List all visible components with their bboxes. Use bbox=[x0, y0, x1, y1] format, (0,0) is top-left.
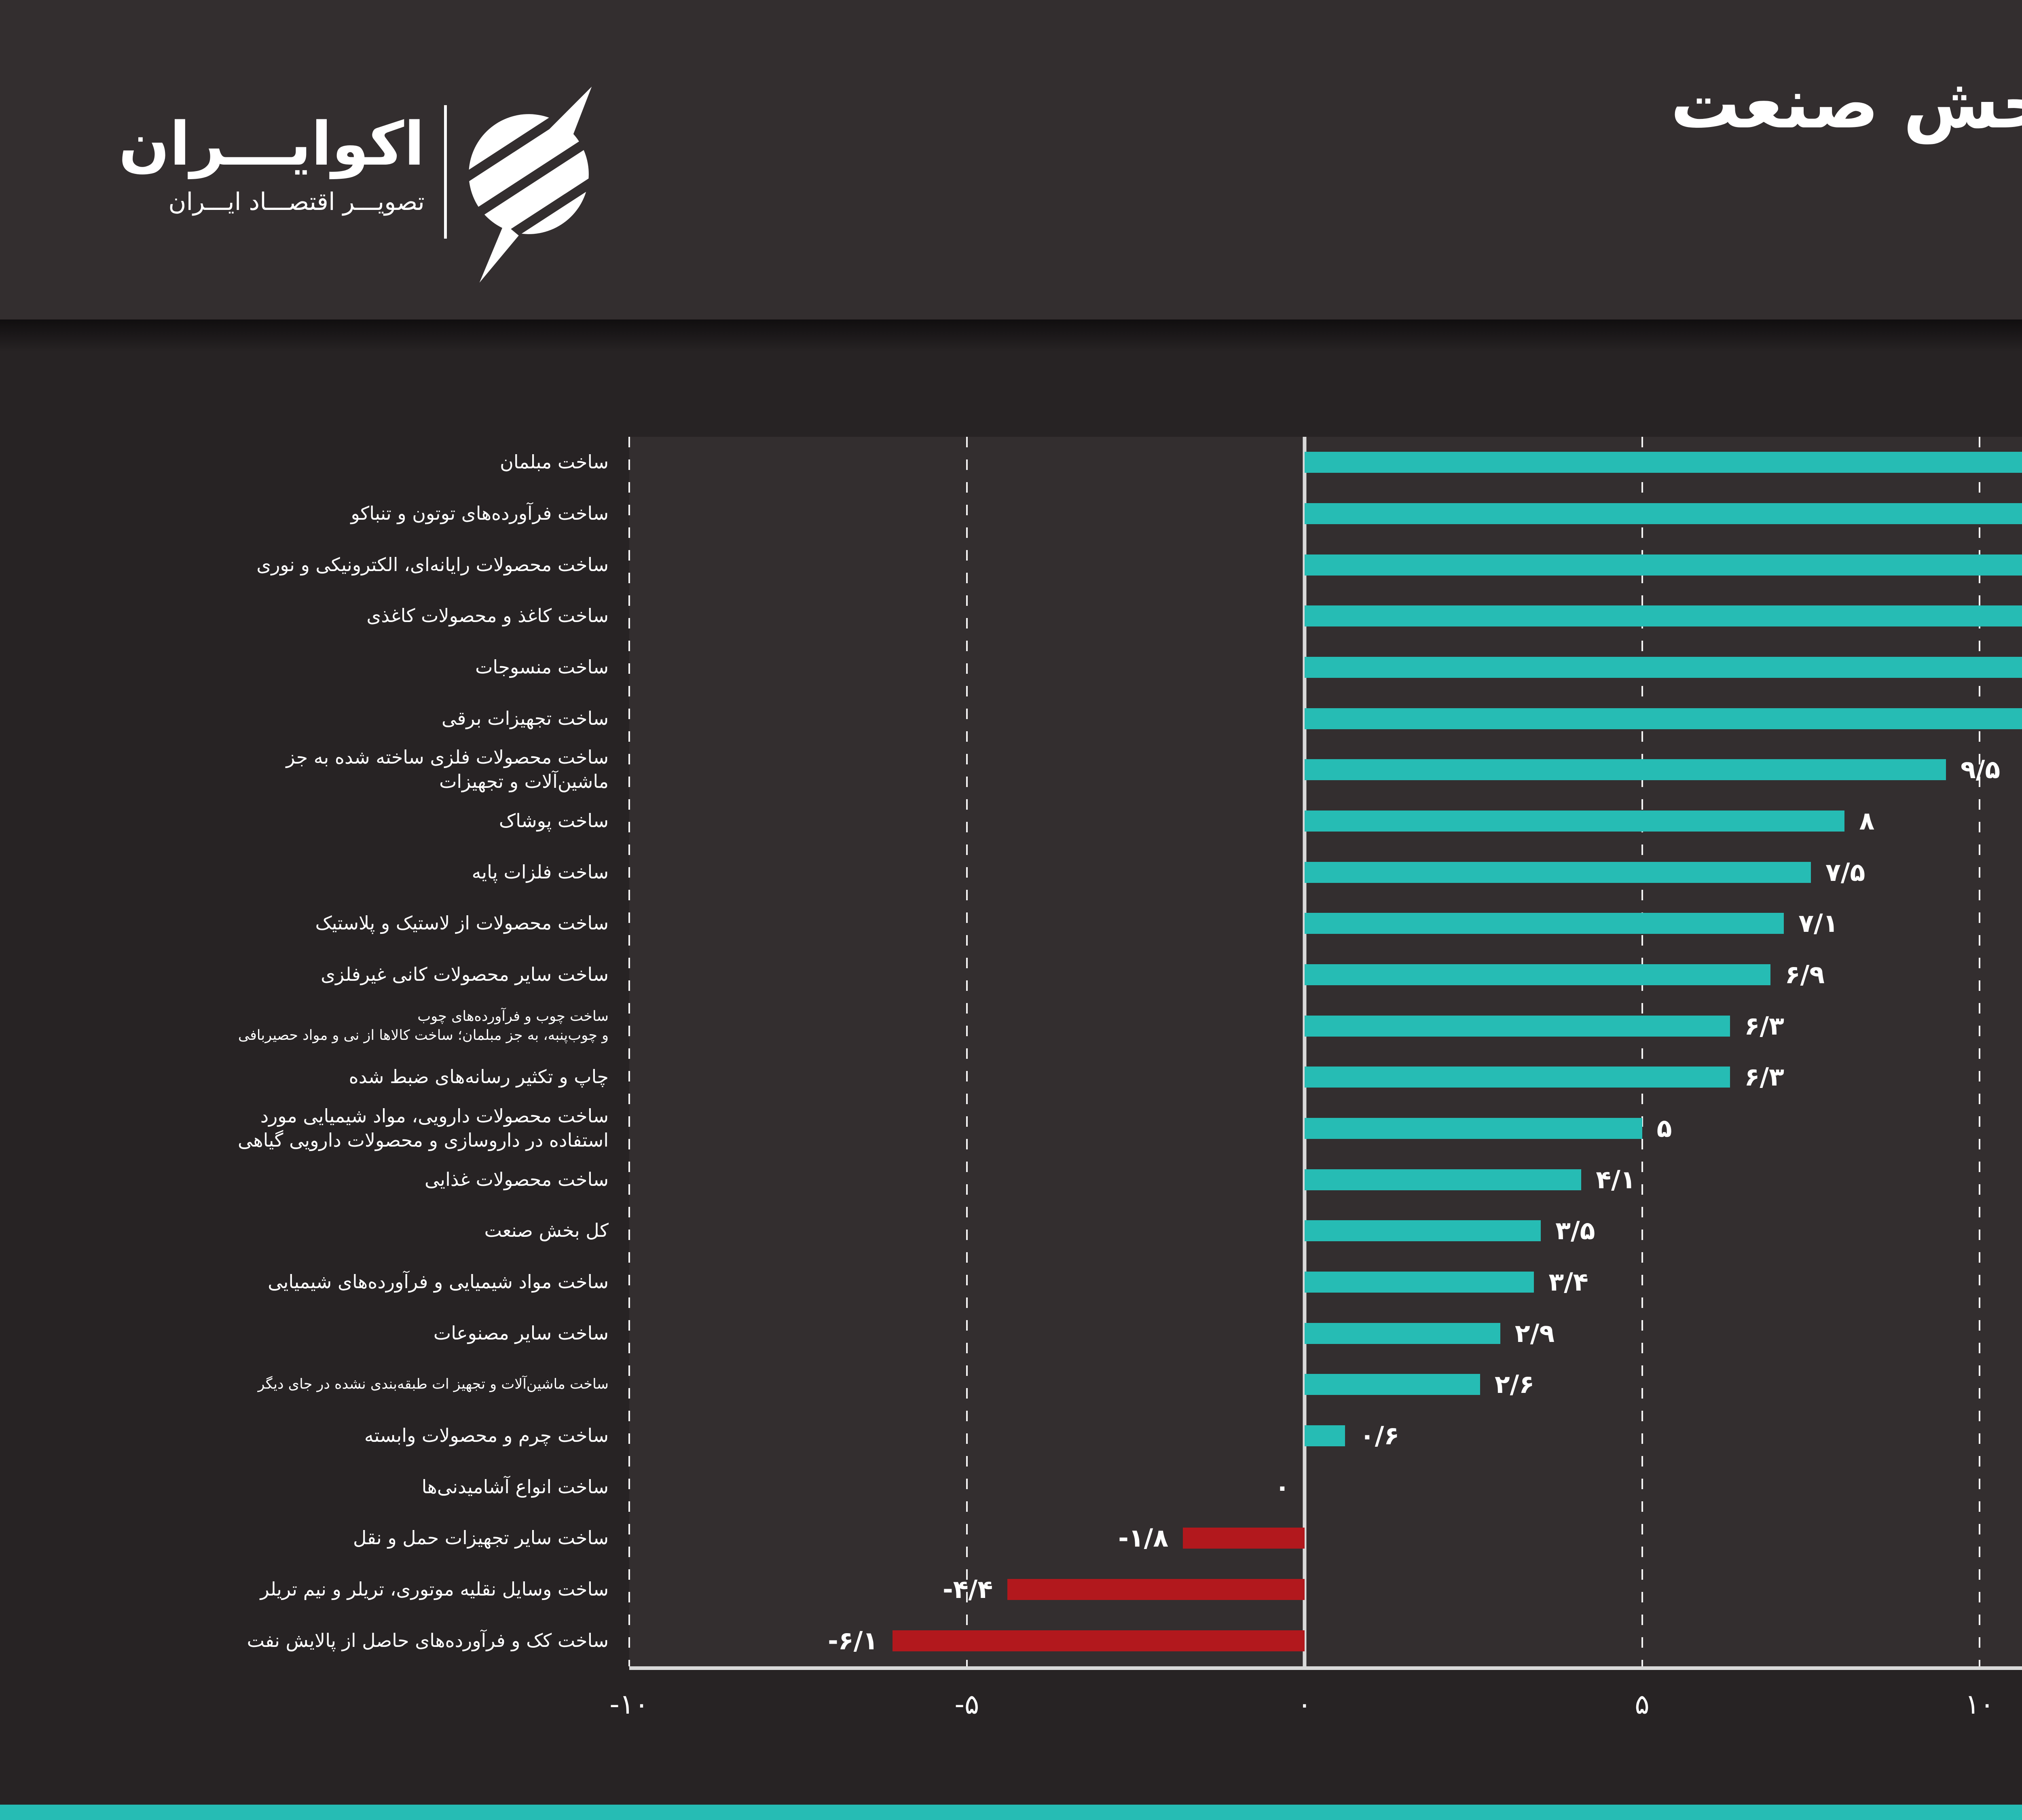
bottom-accent-strip bbox=[0, 1805, 2022, 1820]
category-label: چاپ و تکثیر رسانه‌های ضبط شده bbox=[349, 1066, 609, 1088]
category-label: ساخت کاغذ و محصولات کاغذی bbox=[366, 605, 609, 627]
x-tick-label: -۵ bbox=[954, 1689, 979, 1721]
gridline bbox=[1641, 437, 1643, 1666]
ecoiran-emblem-icon bbox=[446, 87, 612, 283]
bar-value-label: -۱/۸ bbox=[1118, 1523, 1169, 1553]
x-tick-label: ۰ bbox=[1297, 1689, 1312, 1721]
category-label: ساخت سایر مصنوعات bbox=[433, 1322, 609, 1344]
gridline bbox=[1979, 437, 1981, 1666]
chart-title-line1: تغییرات تورم تولیدکننده فصلی بخش صنعت bbox=[1670, 63, 2022, 144]
bar-value-label: -۶/۱ bbox=[828, 1625, 878, 1655]
bar bbox=[1304, 1272, 1534, 1293]
category-label: ساخت محصولات رایانه‌ای، الکترونیکی و نور… bbox=[256, 553, 609, 576]
category-labels-column: ساخت مبلمان ساخت فرآورده‌های توتون و تنبا… bbox=[49, 437, 609, 1666]
brand-text: اکوایـــران تصویـــر اقتصـــاد ایـــران bbox=[117, 108, 425, 216]
category-label: ساخت کک و فرآورده‌های حاصل از پالایش نفت bbox=[247, 1629, 609, 1651]
bar bbox=[1304, 708, 2022, 729]
bar bbox=[1304, 1220, 1541, 1242]
gridline bbox=[966, 437, 968, 1666]
bar-value-label: ۴/۱ bbox=[1596, 1164, 1636, 1194]
chart-title-line2: نسبت به تابستان ۱۴۰۴(درصد) bbox=[1671, 159, 2022, 269]
bar bbox=[1304, 1425, 1345, 1446]
category-label: ساخت مواد شیمیایی و فرآورده‌های شیمیایی bbox=[268, 1271, 609, 1293]
category-label: ساخت محصولات فلزی ساخته شده به جز ماشین‌… bbox=[286, 746, 609, 793]
bar bbox=[1304, 503, 2022, 524]
bar bbox=[1304, 913, 1784, 934]
bars-layer bbox=[629, 437, 2022, 1666]
bar-value-label: ۰/۶ bbox=[1359, 1421, 1400, 1450]
category-label: کل بخش صنعت bbox=[484, 1219, 609, 1242]
bar-value-label: ۷/۱ bbox=[1798, 908, 1838, 938]
bar bbox=[1304, 861, 1811, 883]
category-label: ساخت محصولات دارویی، مواد شیمیایی مورد ا… bbox=[238, 1105, 609, 1151]
category-label: ساخت سایر تجهیزات حمل و نقل bbox=[353, 1527, 609, 1549]
bar bbox=[893, 1630, 1305, 1651]
plot-area: ۱۹/۹۱۶/۴۱۶/۲۱۴/۵۱۲/۶۱۱/۲۹/۵۸۷/۵۷/۱۶/۹۶/۳… bbox=[628, 437, 2022, 1670]
x-tick-label: ۵ bbox=[1635, 1689, 1650, 1721]
category-label: ساخت فلزات پایه bbox=[472, 861, 609, 883]
category-label: ساخت فرآورده‌های توتون و تنباکو bbox=[351, 502, 609, 525]
bar bbox=[1304, 811, 1845, 832]
bar-value-label: ۲/۶ bbox=[1494, 1369, 1535, 1399]
category-label: ساخت چرم و محصولات وابسته bbox=[364, 1424, 609, 1447]
bar bbox=[1304, 554, 2022, 576]
bar bbox=[1304, 1067, 1730, 1088]
bar-value-label: ۹/۵ bbox=[1960, 755, 2001, 785]
bar bbox=[1304, 964, 1770, 985]
bar-value-label: ۳/۴ bbox=[1548, 1267, 1588, 1297]
bar-value-label: ۶/۹ bbox=[1785, 960, 1825, 989]
bar bbox=[1304, 657, 2022, 678]
bar bbox=[1304, 1323, 1500, 1344]
brand-tagline: تصویـــر اقتصـــاد ایـــران bbox=[168, 187, 425, 216]
brand-divider bbox=[444, 105, 447, 239]
brand-name: اکوایـــران bbox=[118, 109, 425, 179]
header-shadow bbox=[0, 320, 2022, 352]
category-label: ساخت محصولات از لاستیک و پلاستیک bbox=[315, 912, 609, 934]
category-label: ساخت محصولات غذایی bbox=[424, 1168, 609, 1190]
bar bbox=[1304, 605, 2022, 627]
bar-value-label: ۷/۵ bbox=[1825, 857, 1865, 887]
bar-values-layer: ۱۹/۹۱۶/۴۱۶/۲۱۴/۵۱۲/۶۱۱/۲۹/۵۸۷/۵۷/۱۶/۹۶/۳… bbox=[629, 437, 2022, 1666]
category-label: ساخت وسایل نقلیه موتوری، تریلر و نیم تری… bbox=[260, 1578, 609, 1600]
x-tick-label: -۱۰ bbox=[609, 1689, 649, 1721]
bar-value-label: -۴/۴ bbox=[942, 1575, 993, 1604]
bar bbox=[1304, 452, 2022, 473]
bar bbox=[1304, 1118, 1642, 1139]
bar-value-label: ۳/۵ bbox=[1555, 1216, 1595, 1246]
zero-axis-line bbox=[1303, 437, 1307, 1666]
bar-value-label: ۵ bbox=[1656, 1113, 1672, 1143]
category-label: ساخت انواع آشامیدنی‌ها bbox=[421, 1475, 609, 1498]
category-label: ساخت چوب و فرآورده‌های چوب و چوب‌پنبه، ب… bbox=[238, 1008, 609, 1043]
bar bbox=[1304, 1169, 1582, 1190]
x-tick-label: ۱۰ bbox=[1965, 1689, 1995, 1721]
bar bbox=[1304, 1374, 1480, 1395]
category-label: ساخت ماشین‌آلات و تجهیز ات طبقه‌بندی نشد… bbox=[258, 1376, 609, 1393]
chart-title: تغییرات تورم تولیدکننده فصلی بخش صنعت نس… bbox=[1671, 49, 2022, 269]
bar-value-label: ۸ bbox=[1859, 806, 1875, 836]
bar-value-label: ۶/۳ bbox=[1744, 1062, 1784, 1092]
bar bbox=[1304, 1015, 1730, 1037]
category-label: ساخت تجهیزات برقی bbox=[442, 707, 609, 729]
category-label: ساخت پوشاک bbox=[499, 810, 609, 832]
bar bbox=[1183, 1528, 1305, 1549]
bar-value-label: ۰ bbox=[1274, 1472, 1290, 1502]
category-label: ساخت منسوجات bbox=[475, 656, 609, 678]
gridline bbox=[628, 437, 630, 1666]
x-axis: -۱۰-۵۰۵۱۰۱۵۲۰۲۵ bbox=[609, 1689, 2022, 1753]
brand-logo: اکوایـــران تصویـــر اقتصـــاد ایـــران bbox=[113, 87, 612, 283]
header-bar: تغییرات تورم تولیدکننده فصلی بخش صنعت نس… bbox=[0, 0, 2022, 320]
gridlines-layer bbox=[628, 437, 2022, 1666]
category-label: ساخت مبلمان bbox=[500, 451, 609, 473]
bar-value-label: ۲/۹ bbox=[1514, 1318, 1555, 1348]
category-label: ساخت سایر محصولات کانی غیرفلزی bbox=[321, 963, 609, 986]
bar bbox=[1304, 759, 1946, 781]
bar-value-label: ۶/۳ bbox=[1744, 1011, 1784, 1041]
bar bbox=[1007, 1579, 1305, 1600]
